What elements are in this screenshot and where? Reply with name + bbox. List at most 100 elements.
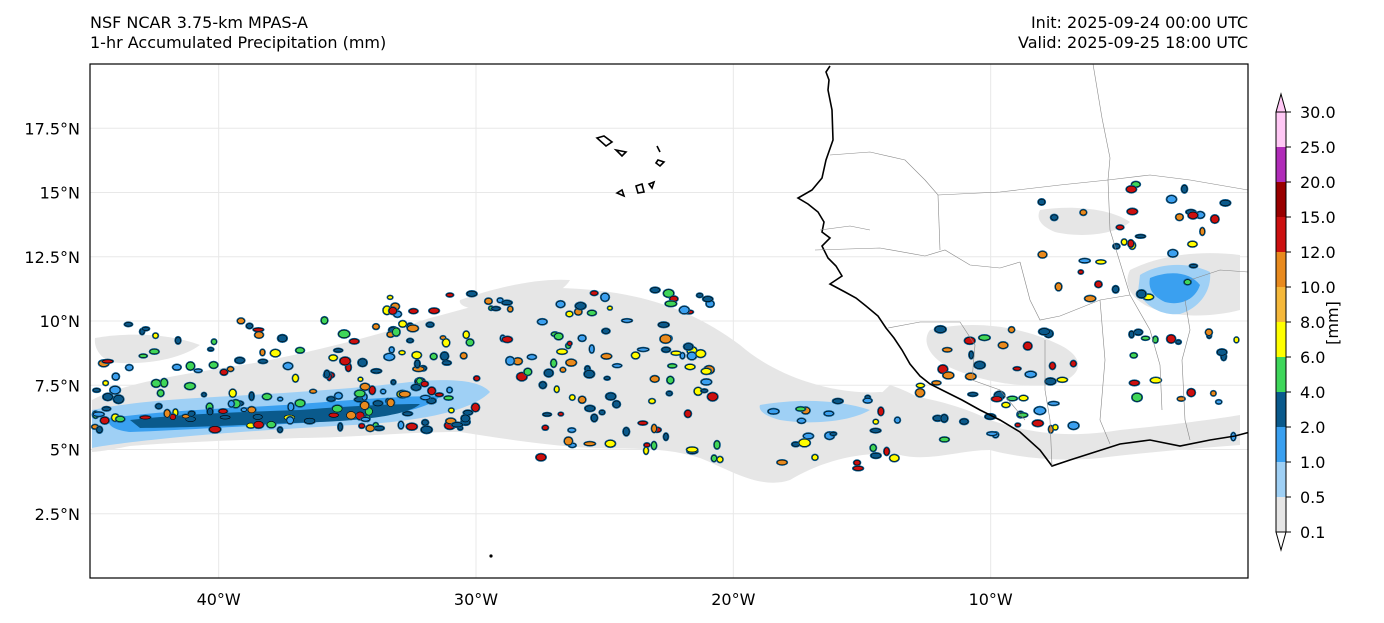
precip-cell (1008, 326, 1015, 333)
precip-cell (685, 364, 695, 370)
precip-cell (701, 368, 712, 375)
precip-cell (542, 412, 552, 417)
colorbar-unit-label: [mm] (1323, 301, 1342, 345)
colorbar-segment (1276, 462, 1286, 497)
colorbar-tick-label: 20.0 (1300, 173, 1336, 192)
precip-cell (209, 361, 218, 369)
precip-cell (940, 414, 948, 423)
precip-cell (584, 405, 596, 412)
precip-cell (1015, 423, 1021, 427)
precip-cell (194, 368, 203, 373)
precip-cell (984, 413, 996, 420)
precip-cell (234, 357, 245, 364)
precip-cell (258, 359, 268, 364)
precip-cell (260, 349, 265, 356)
lat-tick-label: 10°N (40, 312, 80, 331)
precip-cell (998, 341, 1008, 349)
precip-cell (556, 349, 568, 355)
precip-cell (1215, 399, 1222, 405)
precip-cell (967, 392, 978, 397)
map-frame (89, 63, 1249, 579)
precip-cell (612, 400, 621, 408)
precip-cell (1055, 282, 1062, 291)
precip-cell (412, 351, 422, 359)
precip-cell (1013, 366, 1022, 371)
precip-cell (1130, 352, 1138, 358)
precip-cell (295, 347, 305, 354)
precip-cell (1068, 421, 1079, 430)
precip-cell (349, 338, 360, 345)
precip-cell (249, 391, 255, 401)
precip-cell (1121, 239, 1127, 246)
precip-cell (1177, 396, 1186, 402)
precip-cell (460, 414, 470, 423)
precip-cell (584, 441, 596, 446)
precip-cell (102, 380, 109, 386)
precip-cell (565, 359, 577, 367)
precip-cell (142, 326, 150, 331)
precip-cell (414, 359, 421, 368)
precip-cell (292, 374, 299, 383)
precip-cell (1127, 239, 1134, 248)
precip-cell (650, 375, 660, 383)
precip-cell (684, 410, 692, 418)
precip-cell (253, 327, 264, 332)
precip-cell (371, 368, 382, 374)
precip-cell (402, 411, 413, 416)
precip-cell (584, 369, 595, 378)
precip-cell (252, 414, 263, 420)
precip-cell (334, 392, 343, 400)
precip-cell (696, 293, 703, 298)
precip-cell (560, 367, 566, 373)
precip-cell (612, 363, 622, 368)
precip-cell (544, 369, 554, 377)
precip-cell (115, 416, 125, 422)
precip-cell (915, 388, 925, 397)
precip-cell (227, 366, 234, 372)
precip-cell (406, 423, 418, 431)
precip-cell (277, 334, 288, 343)
precip-cell (442, 338, 450, 347)
precip-cell (1133, 329, 1143, 336)
precip-cell (643, 442, 650, 448)
precip-cell (648, 398, 656, 404)
precip-cell (883, 447, 890, 456)
colorbar-tick-label: 10.0 (1300, 278, 1336, 297)
precip-cell (637, 347, 649, 352)
precip-cell (666, 376, 674, 384)
precip-cell (102, 406, 111, 411)
precip-cell (473, 375, 480, 381)
lon-tick-label: 20°W (711, 590, 755, 609)
precip-cell (1210, 390, 1217, 396)
precip-cell (1187, 388, 1196, 397)
precip-cell (113, 394, 124, 404)
precip-cell (421, 419, 429, 426)
precip-cell (1001, 402, 1011, 408)
precip-cell (484, 298, 493, 305)
precip-cell (186, 361, 195, 371)
country-borders (814, 64, 1248, 467)
precip-cell (420, 425, 433, 434)
precip-cell (358, 377, 363, 382)
precip-cell (446, 387, 453, 393)
precip-cell (360, 401, 370, 410)
precip-cell (1187, 241, 1198, 247)
precip-cell (1199, 227, 1205, 236)
precip-cell (1129, 380, 1140, 386)
precip-cell (700, 388, 708, 393)
precip-cell (1079, 258, 1091, 263)
precip-cell (328, 412, 339, 418)
colorbar-segment (1276, 182, 1286, 217)
lat-tick-label: 2.5°N (35, 505, 80, 524)
precip-cell (1070, 360, 1077, 367)
precip-cell (974, 361, 986, 369)
precip-cell (324, 370, 330, 379)
precip-cell (631, 352, 640, 359)
precip-cell (797, 418, 806, 424)
precip-cell (309, 389, 317, 394)
precip-cell (502, 336, 513, 343)
precip-cell (717, 456, 723, 463)
precip-cell (100, 416, 110, 425)
precip-cell (237, 318, 245, 324)
precip-cell (651, 441, 657, 450)
